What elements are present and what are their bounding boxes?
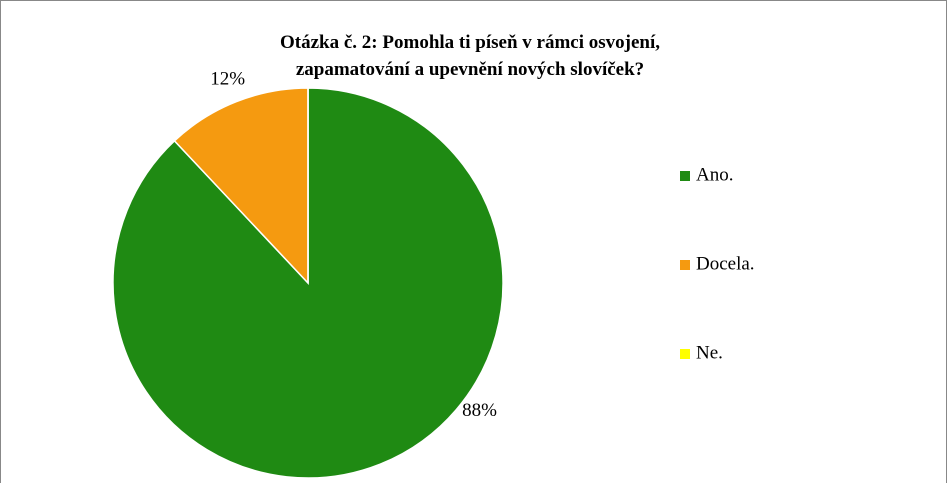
legend-label: Ne. <box>696 342 723 363</box>
data-label: 12% <box>210 68 245 89</box>
legend-label: Docela. <box>696 253 755 274</box>
legend-swatch <box>680 349 690 359</box>
legend-swatch <box>680 171 690 181</box>
pie-slice <box>173 87 309 285</box>
chart-title: Otázka č. 2: Pomohla ti píseň v rámci os… <box>280 32 660 80</box>
legend-label: Ano. <box>696 164 733 185</box>
data-label: 88% <box>462 400 497 421</box>
legend-swatch <box>680 260 690 270</box>
